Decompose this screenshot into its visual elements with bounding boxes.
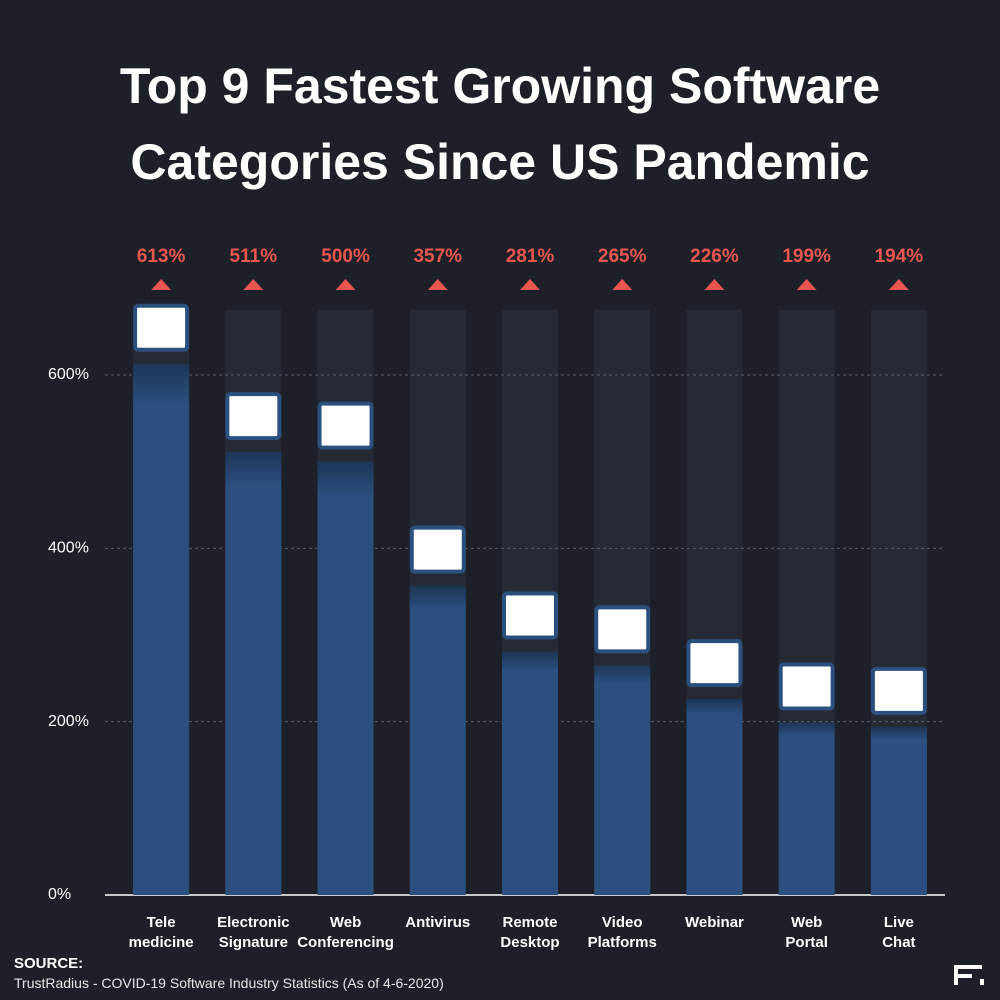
- icon: [133, 303, 190, 352]
- icon: [594, 605, 651, 654]
- x-tick-label: Video Platforms: [587, 914, 657, 951]
- up-arrow: [427, 279, 448, 290]
- bar: [594, 665, 651, 895]
- icon: [686, 639, 743, 688]
- bar: [133, 363, 190, 895]
- value-label: 199%: [782, 246, 831, 267]
- up-arrow: [704, 279, 725, 290]
- icon: [778, 662, 835, 711]
- chart-title: Top 9 Fastest Growing Software Categorie…: [119, 58, 881, 190]
- up-arrow: [243, 279, 264, 290]
- icon: [870, 666, 927, 715]
- up-arrow: [888, 279, 909, 290]
- icon: [502, 591, 558, 640]
- bar: [225, 452, 282, 895]
- up-arrow: [796, 279, 817, 290]
- y-tick-label: 400%: [48, 540, 89, 557]
- y-tick-label: 0%: [48, 886, 71, 903]
- y-tick-label: 600%: [48, 366, 89, 383]
- value-label: 500%: [321, 246, 370, 267]
- x-tick-label: Antivirus: [405, 914, 471, 931]
- x-tick-label: Remote Desktop: [500, 914, 560, 951]
- x-tick-label: Web Conferencing: [297, 914, 394, 951]
- value-label: 194%: [875, 246, 924, 267]
- x-tick-label: Web Portal: [785, 914, 828, 951]
- up-arrow: [612, 279, 633, 290]
- bar: [409, 585, 466, 895]
- source: TrustRadius - COVID-19 Software Industry…: [14, 975, 444, 991]
- up-arrow: [335, 279, 356, 290]
- icon: [409, 525, 466, 574]
- x-tick-label: Tele medicine: [128, 914, 194, 951]
- value-label: 281%: [506, 246, 555, 267]
- bar: [317, 461, 374, 895]
- bar: [686, 699, 743, 895]
- icon: [317, 401, 374, 450]
- up-arrow: [520, 279, 540, 290]
- x-tick-label: Live Chat: [882, 914, 916, 951]
- y-tick-label: 200%: [48, 713, 89, 730]
- x-tick-label: Webinar: [684, 914, 744, 931]
- value-label: 613%: [137, 246, 186, 267]
- bar: [778, 722, 835, 895]
- icon: [225, 392, 282, 441]
- bar: [502, 651, 558, 895]
- up-arrow: [151, 279, 172, 290]
- bar: [870, 726, 927, 895]
- logo: [954, 965, 984, 985]
- value-label: 357%: [413, 246, 462, 267]
- value-label: 226%: [690, 246, 739, 267]
- source-label: SOURCE:: [14, 955, 84, 972]
- x-tick-label: Electronic Signature: [217, 914, 290, 951]
- value-label: 265%: [598, 246, 647, 267]
- value-label: 511%: [230, 246, 278, 267]
